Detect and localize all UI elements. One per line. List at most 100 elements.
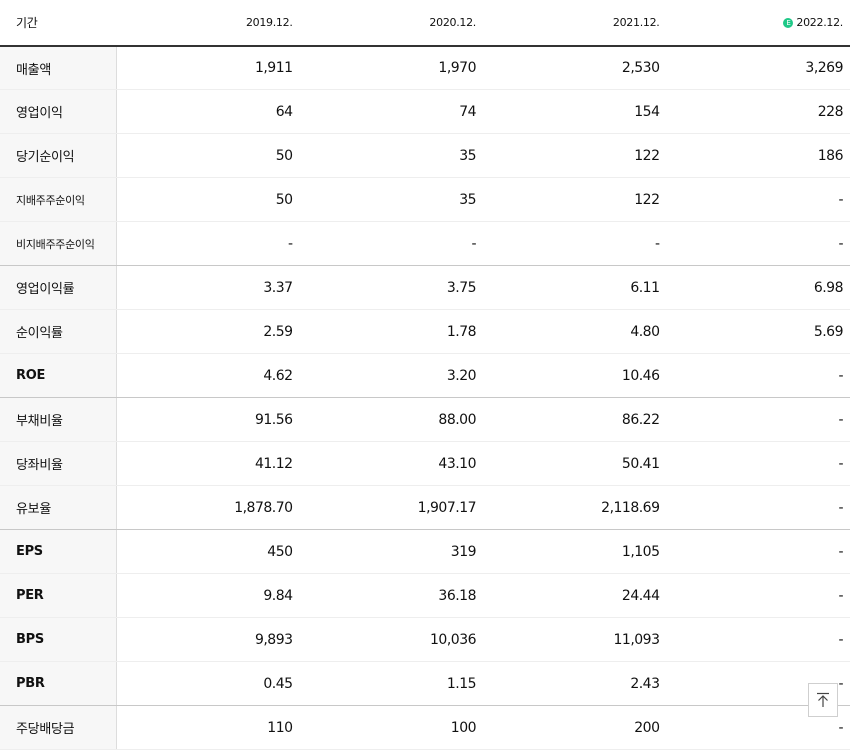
arrow-up-to-top-icon [816, 692, 830, 708]
table-cell: 154 [483, 90, 666, 134]
table-cell: - [667, 178, 850, 222]
table-cell: 1.78 [300, 310, 483, 354]
table-cell: 1,970 [300, 46, 483, 90]
table-cell: 1,907.17 [300, 486, 483, 530]
table-cell: 35 [300, 134, 483, 178]
table-cell: - [667, 530, 850, 574]
table-row: 비지배주주순이익---- [0, 222, 850, 266]
table-cell: - [483, 222, 666, 266]
table-cell: 10,036 [300, 618, 483, 662]
table-cell: - [300, 222, 483, 266]
table-cell: - [667, 574, 850, 618]
table-cell: 110 [116, 706, 299, 750]
table-cell: 36.18 [300, 574, 483, 618]
table-cell: - [116, 222, 299, 266]
row-label: ROE [0, 354, 116, 398]
table-cell: 1,878.70 [116, 486, 299, 530]
table-cell: 91.56 [116, 398, 299, 442]
row-label: 비지배주주순이익 [0, 222, 116, 266]
table-cell: 74 [300, 90, 483, 134]
table-cell: - [667, 442, 850, 486]
table-cell: 50 [116, 134, 299, 178]
row-label: 주당배당금 [0, 706, 116, 750]
row-label: BPS [0, 618, 116, 662]
table-cell: 3.20 [300, 354, 483, 398]
period-header-label-estimate: 2022.12. [796, 16, 843, 29]
period-header: 2021.12. [483, 0, 666, 46]
table-cell: 50 [116, 178, 299, 222]
row-label: 영업이익률 [0, 266, 116, 310]
table-cell: 3.75 [300, 266, 483, 310]
table-cell: 24.44 [483, 574, 666, 618]
table-cell: 100 [300, 706, 483, 750]
table-cell: 2.43 [483, 662, 666, 706]
table-cell: 200 [483, 706, 666, 750]
table-cell: 2,118.69 [483, 486, 666, 530]
row-label: PBR [0, 662, 116, 706]
table-cell: 186 [667, 134, 850, 178]
row-label: EPS [0, 530, 116, 574]
table-cell: 4.80 [483, 310, 666, 354]
table-cell: - [667, 486, 850, 530]
table-cell: 450 [116, 530, 299, 574]
table-cell: 1.15 [300, 662, 483, 706]
row-label: 지배주주순이익 [0, 178, 116, 222]
table-cell: 2,530 [483, 46, 666, 90]
table-cell: 11,093 [483, 618, 666, 662]
table-cell: 88.00 [300, 398, 483, 442]
table-cell: - [667, 222, 850, 266]
period-header: 2019.12. [116, 0, 299, 46]
period-header: 2020.12. [300, 0, 483, 46]
table-cell: 6.11 [483, 266, 666, 310]
table-cell: 50.41 [483, 442, 666, 486]
table-cell: 1,911 [116, 46, 299, 90]
table-cell: 64 [116, 90, 299, 134]
row-label: 부채비율 [0, 398, 116, 442]
table-cell: 319 [300, 530, 483, 574]
table-cell: 9.84 [116, 574, 299, 618]
table-cell: 86.22 [483, 398, 666, 442]
table-cell: 2.59 [116, 310, 299, 354]
period-header-label: 기간 [0, 0, 116, 46]
table-cell: 41.12 [116, 442, 299, 486]
table-cell: 122 [483, 134, 666, 178]
row-label: 매출액 [0, 46, 116, 90]
scroll-to-top-button[interactable] [808, 683, 838, 717]
table-cell: 228 [667, 90, 850, 134]
row-label: 유보율 [0, 486, 116, 530]
table-cell: - [667, 618, 850, 662]
table-cell: - [667, 354, 850, 398]
row-label: 영업이익 [0, 90, 116, 134]
row-label: 당좌비율 [0, 442, 116, 486]
table-cell: 5.69 [667, 310, 850, 354]
row-label: 순이익률 [0, 310, 116, 354]
table-cell: 43.10 [300, 442, 483, 486]
table-cell: 122 [483, 178, 666, 222]
row-label: 당기순이익 [0, 134, 116, 178]
table-cell: 35 [300, 178, 483, 222]
table-cell: 0.45 [116, 662, 299, 706]
table-cell: - [667, 398, 850, 442]
table-cell: 6.98 [667, 266, 850, 310]
table-cell: 3,269 [667, 46, 850, 90]
table-cell: 4.62 [116, 354, 299, 398]
table-cell: 3.37 [116, 266, 299, 310]
table-cell: 10.46 [483, 354, 666, 398]
